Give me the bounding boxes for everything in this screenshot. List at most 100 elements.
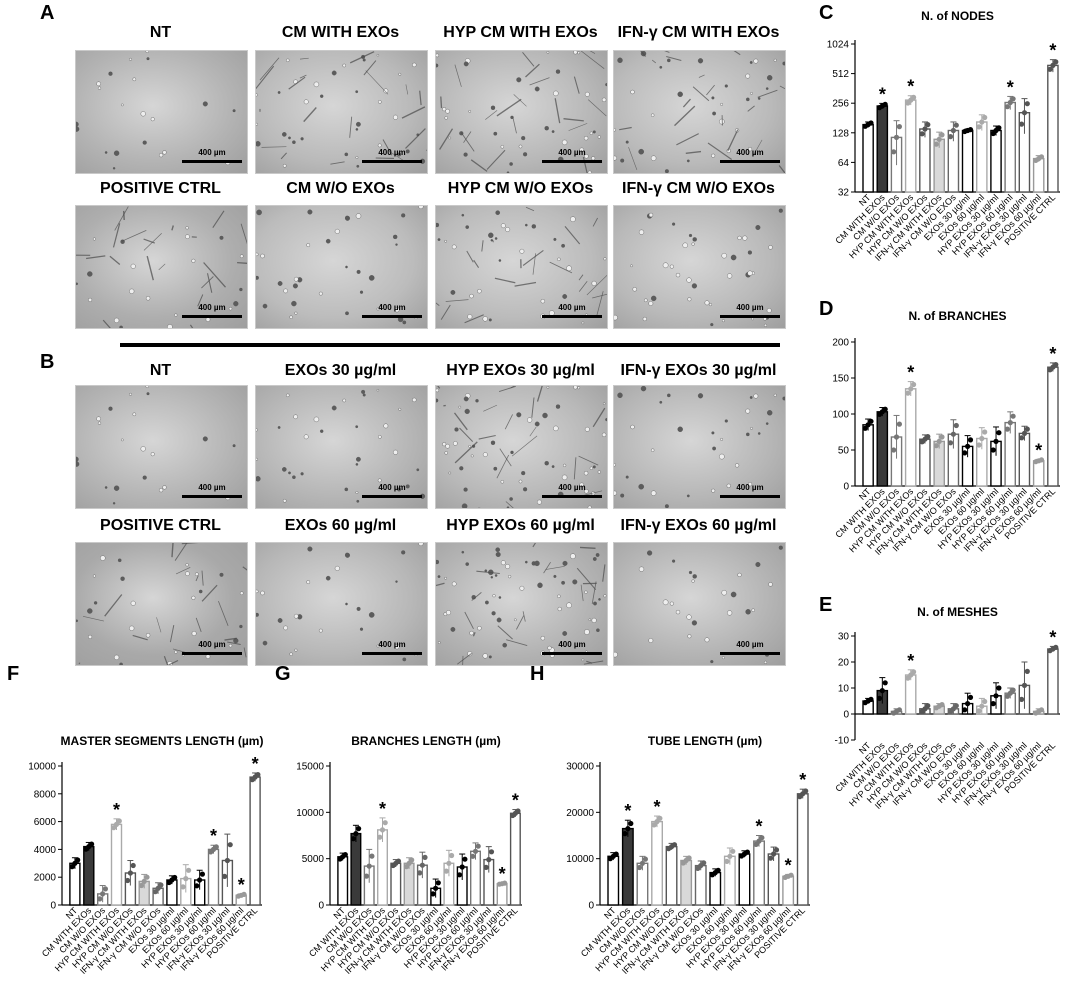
data-point [657,815,663,821]
data-point [1038,707,1045,713]
data-point [363,873,370,879]
data-point [893,134,900,140]
bar [207,848,220,906]
data-point [925,122,931,128]
micrograph-title: POSITIVE CTRL [100,517,221,534]
bar [1018,432,1031,487]
data-point [1053,644,1059,650]
data-point [443,868,449,874]
micrograph-title: IFN-γ CM W/O EXOs [622,180,775,197]
significance-star: * [379,799,386,819]
data-point [622,831,628,837]
chart-nodes: N. of NODES 32 64 128 256 512 1024 NT * CM WITH E… [815,2,1065,297]
data-point [127,870,133,876]
bar [767,853,780,906]
significance-star: * [210,826,217,846]
y-tick-label: -10 [835,736,850,747]
y-tick-label: 10000 [28,762,56,773]
bar [607,855,620,906]
data-point [996,430,1002,436]
micrograph-image [435,205,608,329]
data-point [488,849,495,855]
data-point [138,882,144,889]
significance-star: * [907,651,914,671]
data-point [925,703,931,709]
micrograph-title: IFN-γ CM WITH EXOs [617,24,780,41]
data-point [1024,101,1030,107]
data-point [976,708,982,714]
micrograph-title: CM WITH EXOs [281,24,400,41]
bar [69,862,81,906]
divider-line [120,343,780,347]
micrograph-title: CM W/O EXOs [286,180,395,197]
data-point [893,434,900,440]
data-point [356,826,362,832]
significance-star: * [252,754,259,774]
data-point [744,849,750,855]
data-point [993,438,999,444]
data-point [483,864,489,870]
y-tick-label: 6000 [34,817,57,828]
data-point [1053,59,1059,65]
micrograph-title: POSITIVE CTRL [100,180,221,197]
significance-star: * [1049,344,1056,364]
y-tick-label: 0 [588,901,594,912]
data-point [449,852,455,859]
scale-bar [542,495,602,498]
data-point [125,877,131,884]
data-point [879,688,885,694]
chart-branches-length: BRANCHES LENGTH (µm) 0 5000 10000 15000 NT CM … [270,663,530,989]
data-point [868,696,874,702]
bar [961,129,974,193]
data-point [417,870,423,876]
data-point [636,864,643,871]
data-point [183,876,189,882]
significance-star: * [755,817,762,837]
data-point [141,878,147,884]
data-point [100,891,106,897]
data-point [947,134,954,140]
chart-master-segments-length: MASTER SEGMENTS LENGTH (µm) 0 2000 4000 6000… [0,663,270,989]
data-point [1047,66,1053,72]
data-point [222,873,228,879]
y-tick-label: 128 [832,128,849,139]
micrograph-image [75,50,248,174]
data-point [369,853,375,859]
data-point [911,94,917,100]
data-point [979,119,985,125]
data-point [967,437,974,443]
bar [1047,648,1059,715]
significance-star: * [653,797,660,817]
data-point [197,877,203,883]
data-point [979,703,985,709]
bar [796,793,809,906]
data-point [933,443,939,449]
data-point [199,871,205,877]
data-point [446,860,452,866]
bar [919,128,931,193]
data-point [671,842,678,848]
data-point [953,703,959,709]
panel-label-h: H [530,663,545,685]
data-point [472,848,479,854]
data-point [353,831,359,837]
data-point [922,126,928,132]
y-tick-label: 64 [838,158,850,169]
scale-bar-label: 400 µm [198,483,226,492]
data-point [939,434,945,440]
data-point [172,874,178,881]
significance-star: * [1049,627,1056,647]
data-point [435,880,441,886]
bar [709,871,722,906]
data-point [905,390,911,396]
data-point [896,707,902,713]
data-point [75,857,81,863]
y-tick-label: 5000 [302,854,325,865]
y-tick-label: 512 [832,69,849,80]
y-tick-label: 20 [838,658,850,669]
y-tick-label: 150 [832,374,849,385]
y-tick-label: 4000 [34,845,57,856]
data-point [982,698,988,705]
scale-bar [182,652,242,655]
significance-star: * [512,791,519,811]
